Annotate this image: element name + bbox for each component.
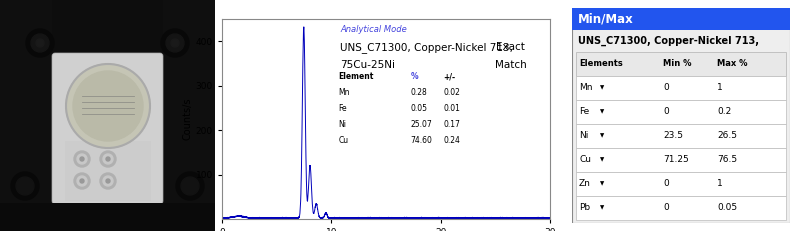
- Text: Mn: Mn: [338, 88, 350, 97]
- Circle shape: [106, 179, 110, 183]
- Text: Analytical Mode: Analytical Mode: [340, 25, 407, 34]
- Text: 25.07: 25.07: [410, 120, 432, 129]
- Text: 0.2: 0.2: [717, 107, 731, 116]
- Bar: [576, 124, 786, 148]
- Text: ▼: ▼: [600, 206, 604, 210]
- Bar: [65, 141, 151, 201]
- Circle shape: [77, 176, 87, 186]
- Circle shape: [16, 177, 34, 195]
- Text: 0.02: 0.02: [443, 88, 460, 97]
- Text: Fe: Fe: [579, 107, 590, 116]
- Text: 76.5: 76.5: [717, 155, 737, 164]
- Text: 23.5: 23.5: [663, 131, 683, 140]
- Bar: [163, 0, 215, 231]
- Y-axis label: Counts/s: Counts/s: [183, 98, 193, 140]
- Text: Match: Match: [494, 60, 526, 70]
- Text: Pb: Pb: [579, 204, 590, 213]
- Text: Element: Element: [338, 72, 374, 81]
- Circle shape: [181, 177, 199, 195]
- Text: ▼: ▼: [600, 182, 604, 186]
- Text: Min %: Min %: [663, 60, 691, 69]
- Circle shape: [80, 157, 84, 161]
- Bar: [572, 8, 790, 30]
- Text: Cu: Cu: [338, 136, 349, 145]
- Circle shape: [176, 172, 204, 200]
- Text: UNS_C71300, Copper-Nickel 713,: UNS_C71300, Copper-Nickel 713,: [578, 36, 759, 46]
- Bar: [576, 52, 786, 76]
- Text: ▼: ▼: [600, 134, 604, 139]
- Circle shape: [74, 151, 90, 167]
- Text: 26.5: 26.5: [717, 131, 737, 140]
- Text: 0: 0: [663, 83, 669, 92]
- Text: Max %: Max %: [717, 60, 747, 69]
- Text: 0.05: 0.05: [717, 204, 737, 213]
- Text: Elements: Elements: [579, 60, 622, 69]
- Bar: [576, 196, 786, 220]
- Circle shape: [36, 39, 44, 47]
- Text: ▼: ▼: [600, 158, 604, 162]
- Text: +/-: +/-: [443, 72, 455, 81]
- Text: 0.01: 0.01: [443, 104, 460, 113]
- Text: Min/Max: Min/Max: [578, 12, 634, 25]
- Bar: [0, 0, 215, 76]
- Circle shape: [106, 157, 110, 161]
- Text: 0: 0: [663, 179, 669, 188]
- Text: Ni: Ni: [338, 120, 346, 129]
- Circle shape: [73, 71, 143, 141]
- Circle shape: [161, 29, 189, 57]
- Text: ▼: ▼: [600, 109, 604, 115]
- Bar: [576, 100, 786, 124]
- Circle shape: [103, 176, 113, 186]
- Circle shape: [103, 154, 113, 164]
- Text: 71.25: 71.25: [663, 155, 689, 164]
- Circle shape: [11, 172, 39, 200]
- Bar: [576, 172, 786, 196]
- Bar: [576, 148, 786, 172]
- Text: 0.28: 0.28: [410, 88, 427, 97]
- Text: Exact: Exact: [496, 42, 525, 52]
- Text: %: %: [410, 72, 418, 81]
- Circle shape: [74, 173, 90, 189]
- Circle shape: [31, 34, 49, 52]
- FancyBboxPatch shape: [52, 53, 163, 204]
- Circle shape: [80, 179, 84, 183]
- Text: 0: 0: [663, 204, 669, 213]
- Text: Mn: Mn: [579, 83, 593, 92]
- Text: Fe: Fe: [338, 104, 347, 113]
- Text: 0: 0: [663, 107, 669, 116]
- Text: 1: 1: [717, 179, 722, 188]
- Circle shape: [166, 34, 184, 52]
- Text: 0.05: 0.05: [410, 104, 428, 113]
- Circle shape: [66, 64, 150, 148]
- Text: UNS_C71300, Copper-Nickel 713,: UNS_C71300, Copper-Nickel 713,: [340, 42, 513, 53]
- Bar: [0, 0, 52, 231]
- Text: Zn: Zn: [579, 179, 591, 188]
- Text: 74.60: 74.60: [410, 136, 433, 145]
- Circle shape: [171, 39, 179, 47]
- Circle shape: [77, 154, 87, 164]
- Circle shape: [26, 29, 54, 57]
- Bar: [576, 76, 786, 100]
- Text: 0.24: 0.24: [443, 136, 460, 145]
- Text: ▼: ▼: [600, 85, 604, 91]
- Circle shape: [100, 173, 116, 189]
- Text: 1: 1: [717, 83, 722, 92]
- Text: Cu: Cu: [579, 155, 591, 164]
- Text: 75Cu-25Ni: 75Cu-25Ni: [340, 60, 395, 70]
- Text: 0.17: 0.17: [443, 120, 460, 129]
- Text: Ni: Ni: [579, 131, 588, 140]
- Circle shape: [100, 151, 116, 167]
- Bar: [0, 203, 215, 231]
